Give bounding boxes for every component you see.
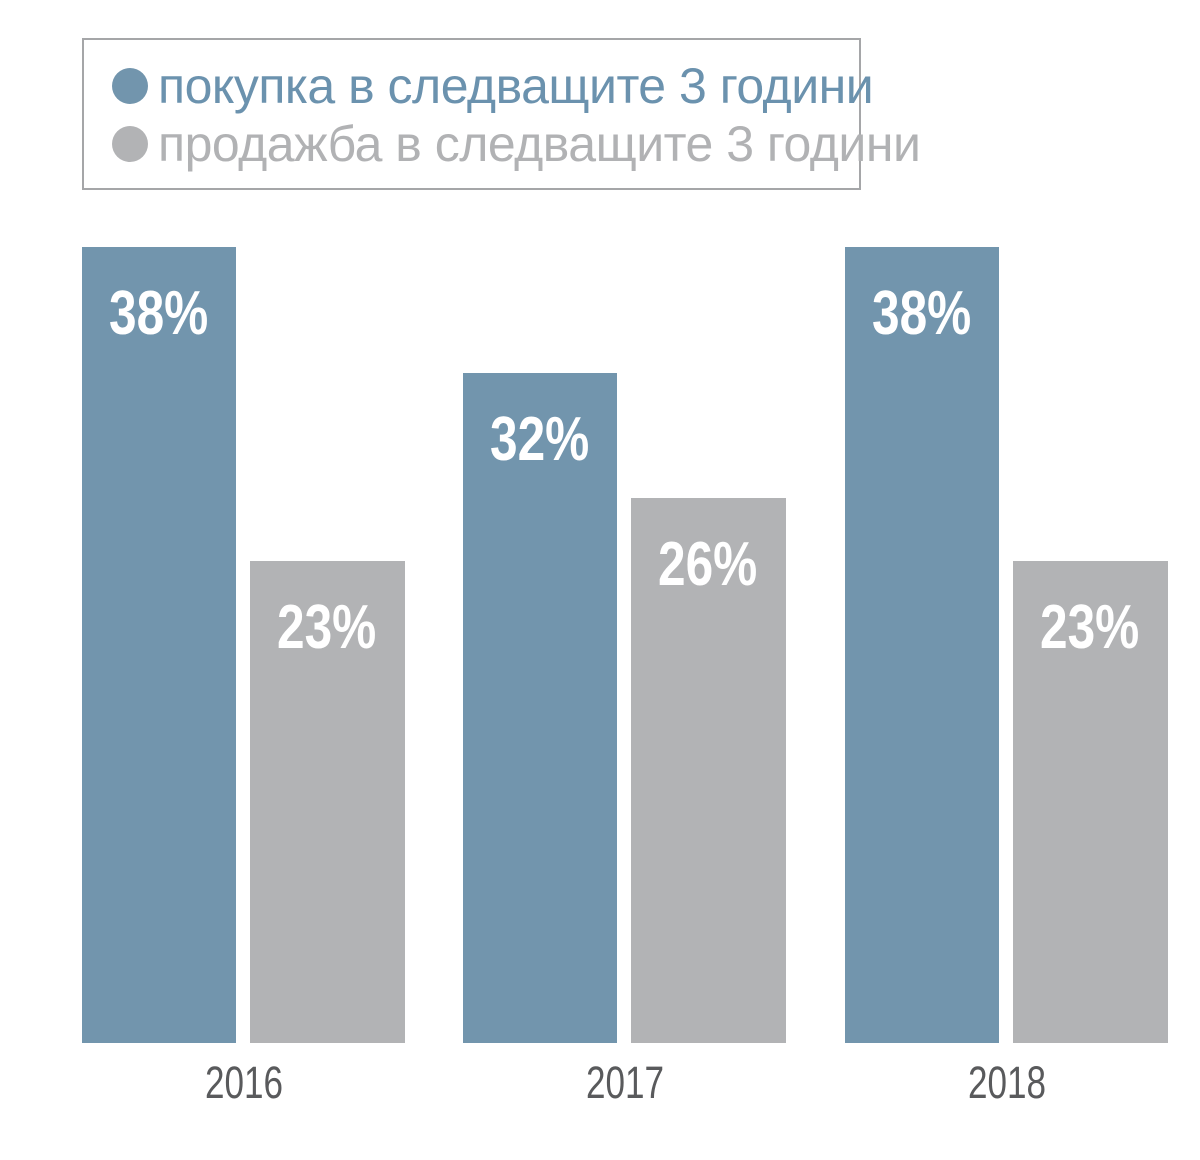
bar-value-sell-2016: 23% (277, 593, 377, 662)
bar-sell-2017: 26% (631, 498, 786, 1043)
legend-label-sell: продажба в следващите 3 години (158, 116, 921, 172)
legend-dot-sell-icon (112, 126, 148, 162)
bar-buy-2017: 32% (463, 373, 617, 1043)
bar-buy-2018: 38% (845, 247, 999, 1043)
bar-value-buy-2017: 32% (490, 405, 590, 474)
bar-value-buy-2016: 38% (109, 279, 209, 348)
bar-sell-2018: 23% (1013, 561, 1168, 1043)
x-axis-label-2018: 2018 (967, 1057, 1046, 1108)
bar-value-buy-2018: 38% (872, 279, 972, 348)
x-axis-label-2016: 2016 (204, 1057, 283, 1108)
bar-value-sell-2017: 26% (658, 530, 758, 599)
legend-item-sell: продажба в следващите 3 години (112, 115, 921, 173)
bar-buy-2016: 38% (82, 247, 236, 1043)
x-axis-label-2017: 2017 (585, 1057, 664, 1108)
bar-sell-2016: 23% (250, 561, 405, 1043)
legend-label-buy: покупка в следващите 3 години (158, 58, 874, 114)
legend: покупка в следващите 3 години продажба в… (82, 38, 921, 190)
bar-value-sell-2018: 23% (1040, 593, 1140, 662)
legend-item-buy: покупка в следващите 3 години (112, 57, 874, 115)
legend-dot-buy-icon (112, 68, 148, 104)
